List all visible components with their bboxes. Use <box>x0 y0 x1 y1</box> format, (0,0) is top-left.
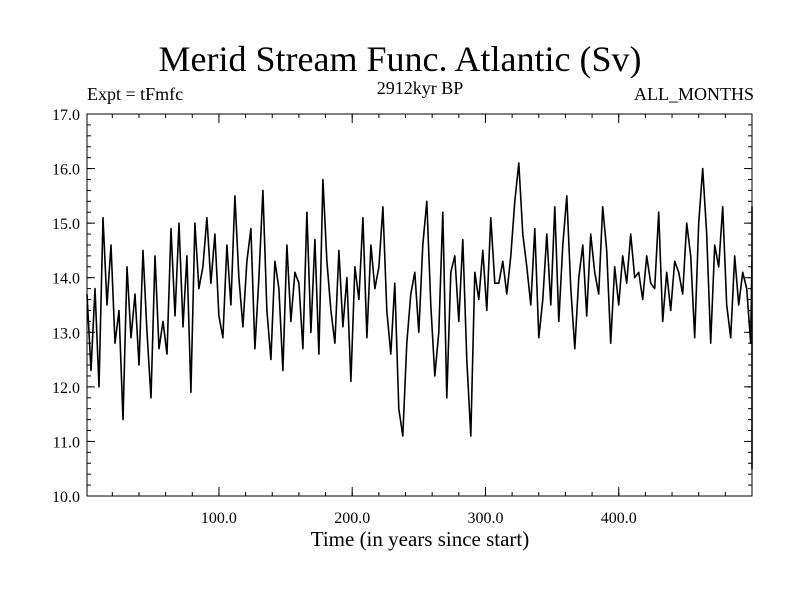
y-tick-label: 17.0 <box>52 107 80 124</box>
series-layer <box>86 162 753 470</box>
x-tick-label: 300.0 <box>467 510 503 527</box>
x-tick-label: 400.0 <box>601 510 637 527</box>
y-tick-label: 14.0 <box>52 271 80 288</box>
y-tick-label: 12.0 <box>52 380 80 397</box>
x-tick-label: 100.0 <box>201 510 237 527</box>
y-tick-label: 16.0 <box>52 162 80 179</box>
y-tick-label: 11.0 <box>53 434 80 451</box>
series-line <box>86 162 753 470</box>
experiment-label: Expt = tFmfc <box>87 84 184 104</box>
y-tick-label: 10.0 <box>52 489 80 506</box>
months-label: ALL_MONTHS <box>634 84 754 104</box>
x-axis: 100.0 200.0 300.0 400.0 <box>111 114 726 527</box>
y-tick-label: 15.0 <box>52 216 80 233</box>
y-axis: 10.0 11.0 12.0 13.0 14.0 15.0 16.0 17.0 <box>52 107 752 506</box>
y-tick-label: 13.0 <box>52 325 80 342</box>
chart-subtitle: 2912kyr BP <box>376 78 464 98</box>
x-tick-label: 200.0 <box>334 510 370 527</box>
chart-title: Merid Stream Func. Atlantic (Sv) <box>158 39 642 79</box>
x-axis-label: Time (in years since start) <box>310 527 530 551</box>
